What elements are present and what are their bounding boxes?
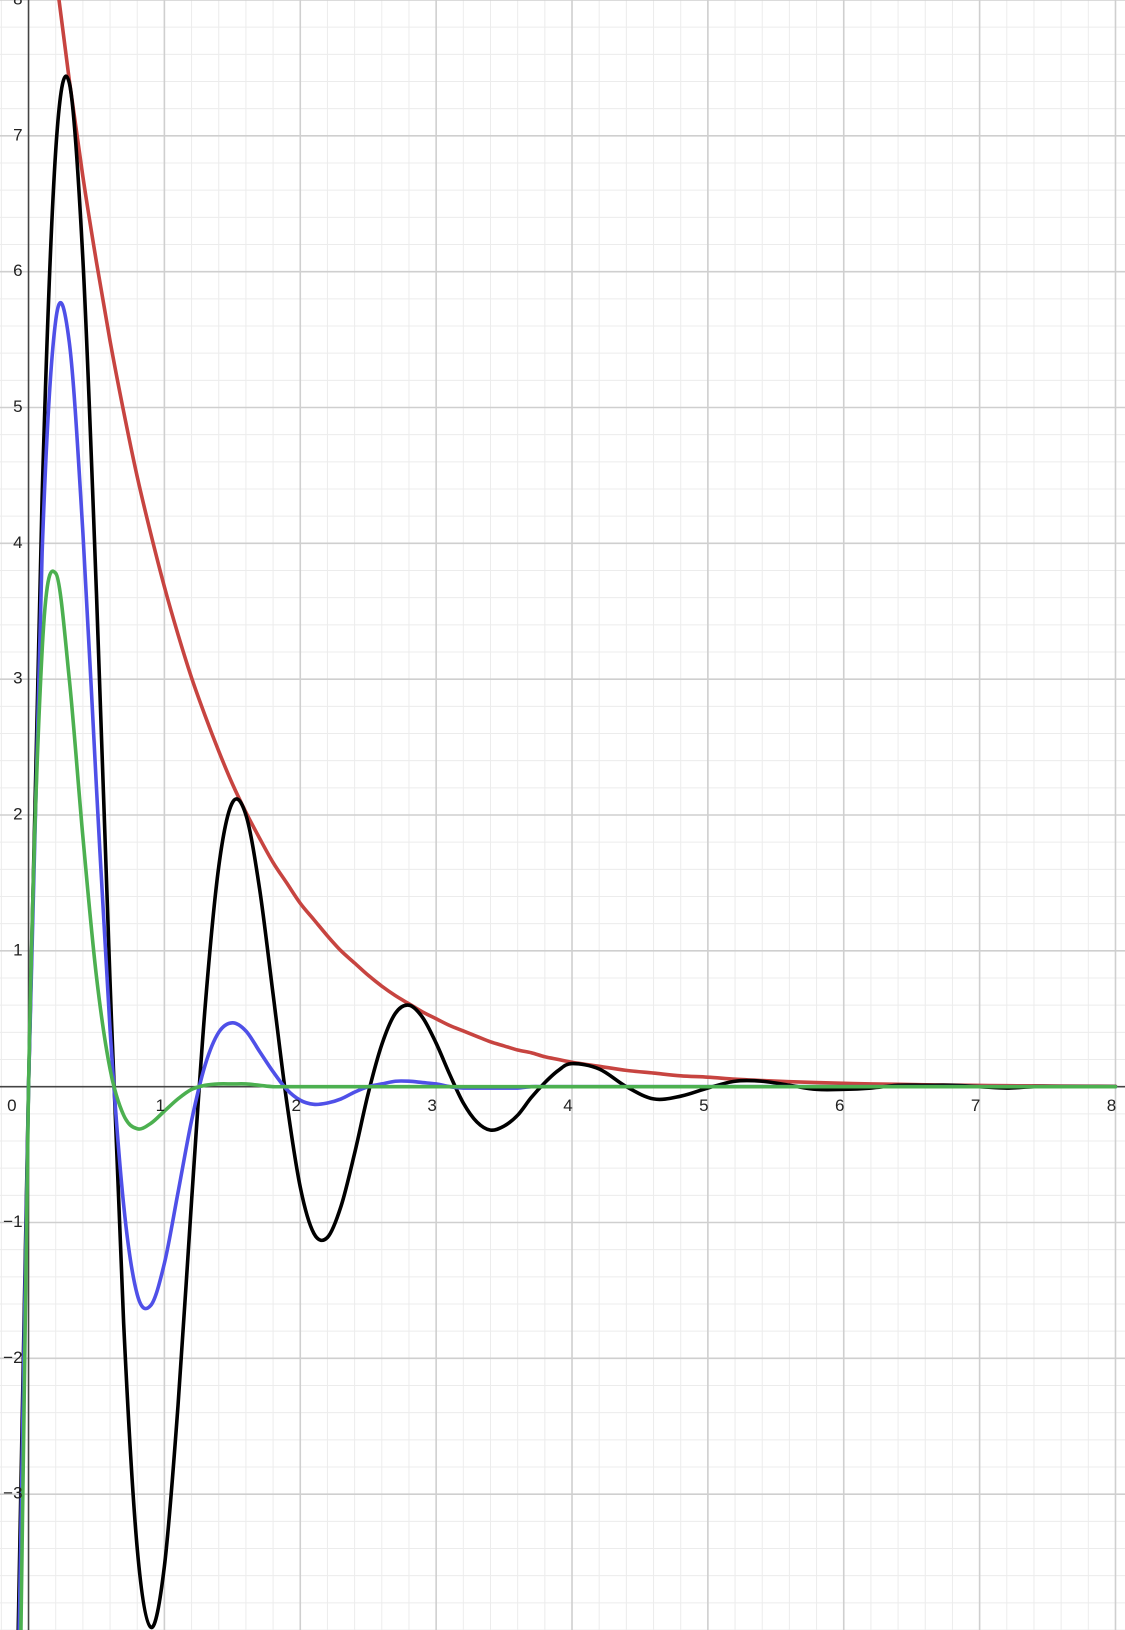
y-tick-label: −1 (3, 1212, 22, 1231)
y-tick-label: 5 (13, 397, 22, 416)
y-tick-label: 8 (13, 0, 22, 8)
y-tick-label: −3 (3, 1484, 22, 1503)
x-tick-label: 5 (699, 1096, 708, 1115)
y-tick-label: 2 (13, 804, 22, 823)
y-tick-label: −2 (3, 1348, 22, 1367)
x-tick-label: 3 (427, 1096, 436, 1115)
x-tick-label: 1 (156, 1096, 165, 1115)
curve (57, 0, 1118, 1089)
y-tick-label: 3 (13, 669, 22, 688)
curve (17, 301, 1118, 1630)
x-tick-label: 8 (1107, 1096, 1116, 1115)
curve (16, 74, 1118, 1630)
tick-labels: 0 1 2 3 4 5 6 7 8 −3 −2 −1 1 2 3 4 5 6 7 8 (3, 0, 1116, 1503)
curve (18, 569, 1118, 1630)
x-tick-label: 2 (292, 1096, 301, 1115)
x-tick-label: 0 (7, 1096, 16, 1115)
y-tick-label: 4 (13, 533, 22, 552)
y-tick-label: 6 (13, 261, 22, 280)
y-tick-label: 7 (13, 125, 22, 144)
x-tick-label: 7 (971, 1096, 980, 1115)
x-tick-label: 4 (563, 1096, 572, 1115)
y-tick-label: 1 (13, 940, 22, 959)
x-tick-label: 6 (835, 1096, 844, 1115)
